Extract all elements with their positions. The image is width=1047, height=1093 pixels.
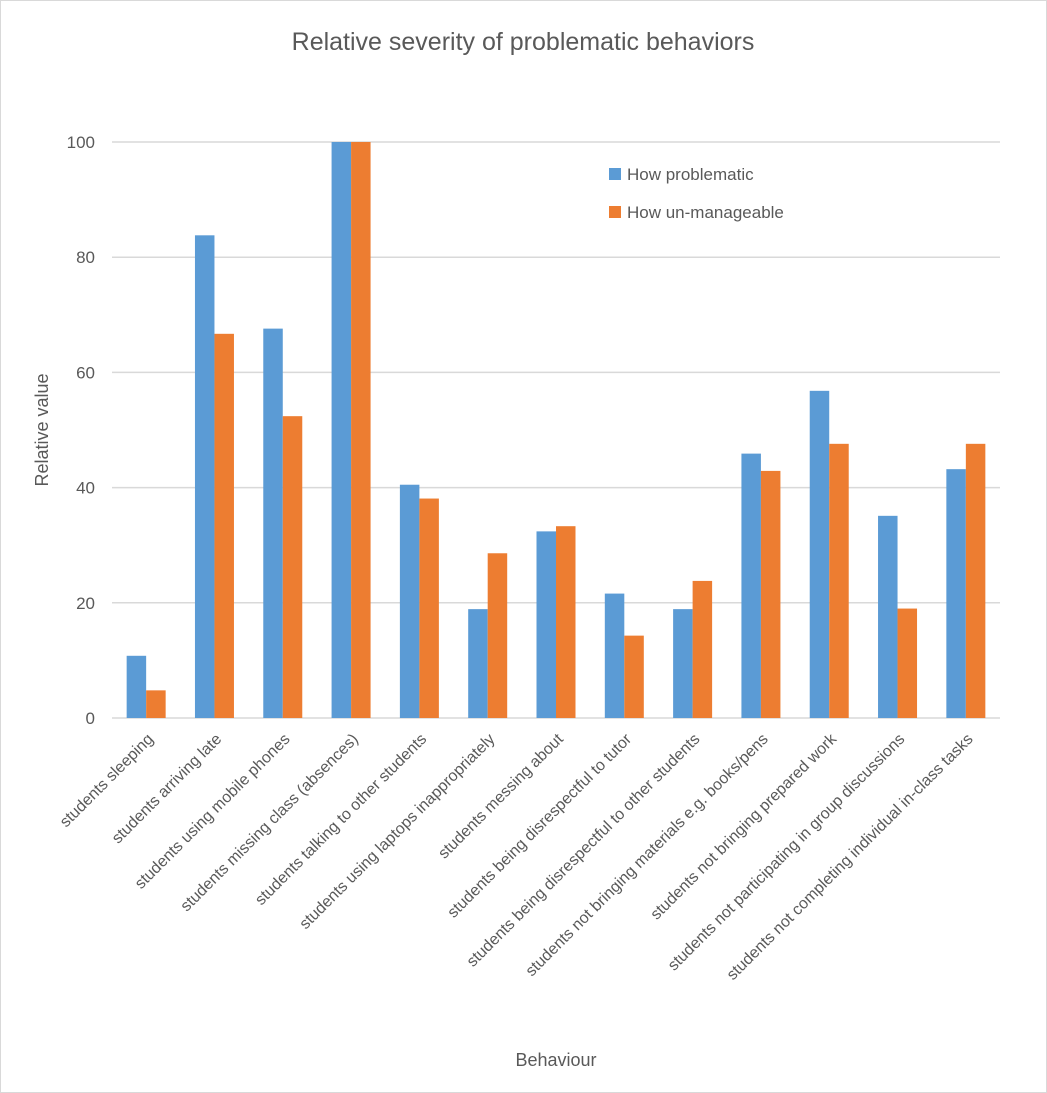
x-tick-label: students being disrespectful to other st… — [464, 731, 704, 971]
bar-how-unmanageable — [214, 333, 234, 718]
bar-how-unmanageable — [965, 443, 986, 718]
legend-label: How problematic — [627, 165, 754, 184]
bar-how-unmanageable — [282, 416, 303, 718]
bar-how-unmanageable — [624, 635, 644, 718]
bar-how-problematic — [673, 609, 693, 718]
legend: How problematic How un-manageable — [609, 165, 784, 222]
x-tick-label: students not completing individual in-cl… — [724, 731, 977, 984]
bar-how-problematic — [263, 328, 283, 718]
y-tick-label: 20 — [76, 594, 95, 613]
bar-how-unmanageable — [829, 443, 849, 718]
bar-how-unmanageable — [692, 580, 713, 718]
legend-swatch — [609, 168, 621, 180]
bar-how-unmanageable — [487, 553, 508, 718]
legend-label: How un-manageable — [627, 203, 784, 222]
y-tick-label: 0 — [86, 709, 95, 728]
y-tick-label: 100 — [67, 133, 95, 152]
x-axis-title: Behaviour — [515, 1050, 596, 1070]
bar-how-unmanageable — [897, 608, 918, 718]
bar-how-problematic — [194, 235, 215, 718]
bar-how-problematic — [946, 469, 966, 718]
bar-how-problematic — [331, 142, 352, 718]
x-tick-label: students messing about — [435, 730, 567, 862]
bar-how-problematic — [878, 515, 898, 718]
bar-how-problematic — [809, 390, 830, 718]
y-tick-label: 60 — [76, 363, 95, 382]
gridlines — [112, 141, 1000, 719]
bar-how-problematic — [604, 593, 625, 718]
x-tick-label: students not bringing materials e.g. boo… — [523, 731, 772, 980]
bar-how-unmanageable — [556, 526, 576, 718]
bar-how-problematic — [741, 453, 761, 718]
y-axis-ticks: 0 20 40 60 80 100 — [67, 133, 95, 728]
bar-how-problematic — [126, 655, 147, 718]
bar-how-unmanageable — [419, 498, 439, 718]
bar-how-unmanageable — [146, 690, 166, 718]
bars — [126, 142, 986, 718]
bar-how-problematic — [468, 609, 488, 718]
bar-how-problematic — [536, 531, 556, 718]
y-axis-title: Relative value — [32, 373, 52, 486]
legend-swatch — [609, 206, 621, 218]
bar-how-problematic — [399, 484, 420, 718]
bar-how-unmanageable — [351, 142, 371, 718]
x-tick-label: students not participating in group disc… — [665, 731, 908, 974]
y-tick-label: 40 — [76, 479, 95, 498]
y-tick-label: 80 — [76, 248, 95, 267]
chart-title: Relative severity of problematic behavio… — [292, 28, 755, 56]
bar-how-unmanageable — [760, 470, 781, 718]
